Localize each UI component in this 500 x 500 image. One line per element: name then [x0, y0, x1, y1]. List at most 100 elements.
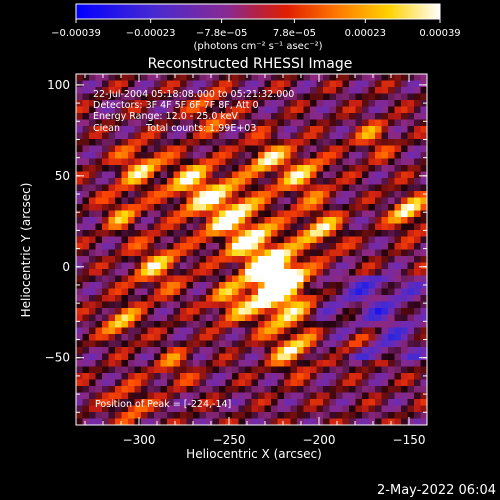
heatmap-cell — [258, 119, 265, 127]
heatmap-cell — [271, 139, 278, 146]
heatmap-cell — [323, 165, 330, 172]
heatmap-cell — [212, 379, 220, 387]
heatmap-cell — [316, 145, 324, 153]
heatmap-cell — [388, 106, 395, 114]
heatmap-cell — [225, 334, 233, 341]
heatmap-cell — [277, 314, 285, 322]
heatmap-cell — [128, 243, 135, 250]
heatmap-cell — [323, 223, 330, 231]
heatmap-cell — [102, 288, 109, 296]
heatmap-cell — [154, 275, 161, 283]
heatmap-cell — [219, 269, 226, 276]
heatmap-cell — [219, 392, 226, 400]
heatmap-cell — [199, 145, 207, 153]
heatmap-cell — [362, 256, 369, 263]
heatmap-cell — [407, 249, 415, 257]
heatmap-cell — [225, 340, 233, 348]
heatmap-cell — [271, 106, 278, 114]
colorbar-units: (photons cm⁻² s⁻¹ asec⁻²) — [193, 41, 322, 52]
heatmap-cell — [310, 152, 317, 159]
heatmap-cell — [271, 165, 278, 172]
heatmap-cell — [102, 301, 109, 309]
heatmap-cell — [95, 178, 103, 185]
heatmap-cell — [271, 373, 278, 380]
heatmap-cell — [349, 308, 356, 315]
heatmap-cell — [258, 399, 265, 406]
heatmap-cell — [258, 158, 265, 166]
heatmap-cell — [323, 321, 330, 328]
heatmap-cell — [167, 386, 174, 393]
heatmap-cell — [323, 132, 330, 140]
heatmap-cell — [394, 399, 402, 406]
heatmap-cell — [362, 126, 369, 133]
heatmap-cell — [108, 399, 116, 406]
heatmap-cell — [167, 308, 174, 315]
heatmap-cell — [154, 379, 161, 387]
heatmap-cell — [199, 204, 207, 211]
heatmap-cell — [258, 275, 265, 283]
heatmap-cell — [336, 217, 343, 224]
heatmap-cell — [349, 230, 356, 237]
heatmap-cell — [362, 80, 369, 88]
heatmap-cell — [303, 282, 311, 289]
heatmap-cell — [401, 249, 408, 257]
heatmap-cell — [121, 418, 129, 425]
heatmap-cell — [186, 93, 194, 101]
heatmap-cell — [232, 210, 239, 218]
heatmap-cell — [102, 204, 109, 211]
heatmap-cell — [407, 145, 415, 153]
heatmap-cell — [95, 269, 103, 276]
heatmap-cell — [245, 373, 252, 380]
heatmap-cell — [173, 379, 181, 387]
heatmap-cell — [381, 165, 389, 172]
heatmap-cell — [349, 288, 356, 296]
heatmap-cell — [160, 386, 168, 393]
heatmap-cell — [89, 210, 96, 218]
heatmap-cell — [128, 152, 135, 159]
heatmap-cell — [147, 392, 155, 400]
heatmap-cell — [336, 184, 343, 192]
heatmap-cell — [167, 230, 174, 237]
heatmap-cell — [323, 178, 330, 185]
heatmap-cell — [381, 230, 389, 237]
heatmap-cell — [115, 249, 122, 257]
heatmap-cell — [212, 210, 220, 218]
heatmap-cell — [401, 314, 408, 322]
heatmap-cell — [375, 178, 382, 185]
heatmap-cell — [173, 152, 181, 159]
heatmap-cell — [225, 405, 233, 413]
heatmap-cell — [167, 236, 174, 244]
heatmap-cell — [394, 256, 402, 263]
heatmap-cell — [420, 197, 427, 205]
heatmap-cell — [258, 100, 265, 107]
heatmap-cell — [147, 158, 155, 166]
heatmap-cell — [342, 74, 350, 81]
heatmap-cell — [180, 184, 187, 192]
heatmap-cell — [407, 74, 415, 81]
heatmap-cell — [206, 308, 213, 315]
heatmap-cell — [147, 340, 155, 348]
heatmap-cell — [89, 373, 96, 380]
heatmap-cell — [401, 256, 408, 263]
heatmap-cell — [290, 379, 298, 387]
heatmap-cell — [225, 366, 233, 374]
heatmap-cell — [375, 288, 382, 296]
heatmap-cell — [420, 353, 427, 361]
heatmap-cell — [407, 100, 415, 107]
heatmap-cell — [303, 113, 311, 120]
heatmap-cell — [349, 217, 356, 224]
heatmap-cell — [329, 308, 337, 315]
heatmap-cell — [76, 230, 83, 237]
heatmap-cell — [329, 295, 337, 302]
heatmap-cell — [401, 347, 408, 354]
heatmap-cell — [160, 314, 168, 322]
colorbar-tick-label: −0.00039 — [51, 28, 101, 39]
heatmap-cell — [264, 139, 272, 146]
heatmap-cell — [180, 243, 187, 250]
heatmap-cell — [167, 106, 174, 114]
heatmap-cell — [219, 119, 226, 127]
heatmap-cell — [375, 275, 382, 283]
heatmap-cell — [251, 321, 259, 328]
heatmap-cell — [355, 327, 363, 335]
